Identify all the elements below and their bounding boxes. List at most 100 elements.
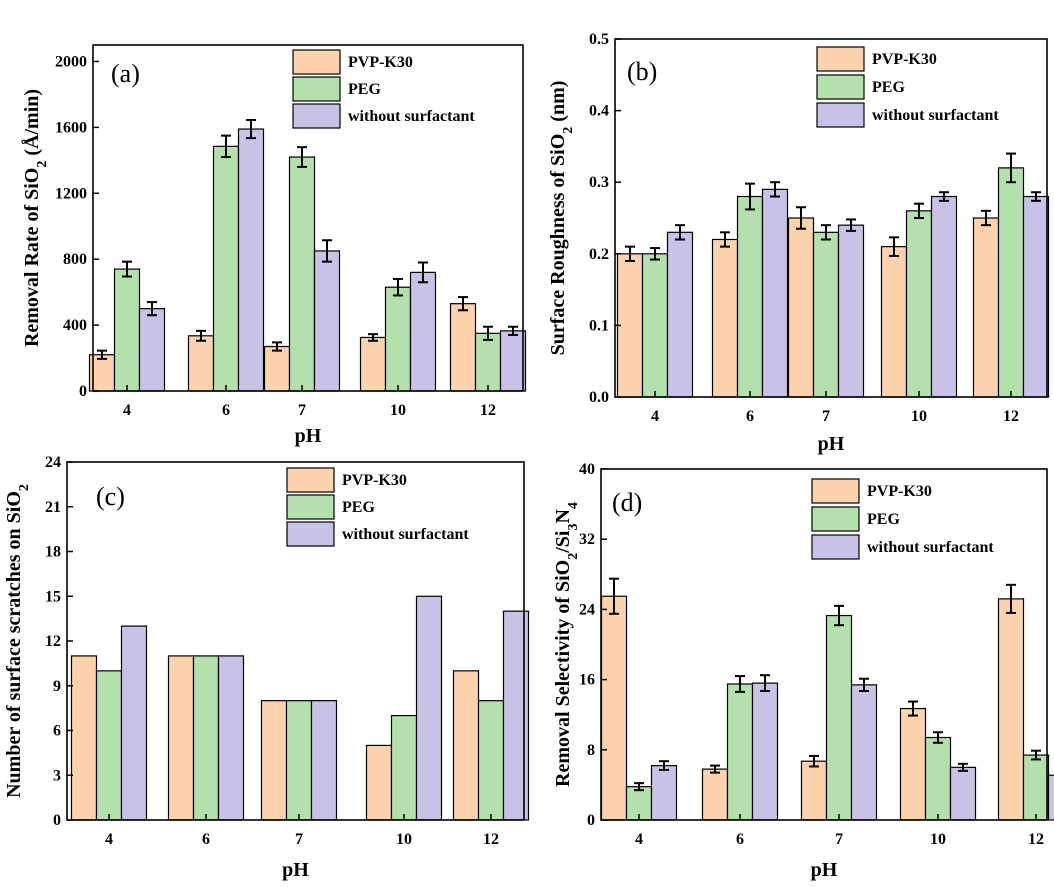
bar [120, 625, 148, 821]
legend: PVP-K30 PEG without surfactant [292, 49, 475, 129]
legend-label: PVP-K30 [872, 51, 937, 68]
panel-label: (b) [627, 57, 657, 86]
bar [237, 128, 265, 392]
bar [70, 655, 98, 821]
bar [359, 336, 387, 392]
bar [313, 250, 341, 392]
y-axis-title-part: N [552, 509, 574, 524]
y-axis-title-subscript: 4 [566, 502, 581, 509]
x-axis-title: pH [295, 425, 322, 447]
y-tick-label: 15 [45, 588, 61, 605]
legend-label: PEG [867, 511, 900, 528]
bar [260, 700, 288, 821]
bar [800, 760, 828, 821]
legend-label: without surfactant [348, 108, 475, 125]
legend-label: PEG [872, 79, 905, 96]
y-tick-label: 12 [45, 633, 61, 650]
bar [997, 167, 1025, 398]
y-tick-label: 1200 [55, 185, 87, 202]
y-tick-label: 0.5 [589, 31, 609, 48]
bar [1022, 754, 1050, 821]
legend-swatch [811, 506, 860, 532]
bar [812, 231, 840, 398]
bar [666, 231, 694, 398]
bar [285, 700, 313, 821]
legend-label: PVP-K30 [342, 472, 407, 489]
bar [365, 744, 393, 821]
bar [726, 683, 754, 821]
y-tick-label: 0.0 [589, 389, 609, 406]
x-tick-label: 12 [480, 402, 496, 419]
y-axis-title-part: (nm) [547, 81, 569, 127]
bar [930, 195, 958, 398]
y-tick-label: 6 [53, 723, 61, 740]
x-tick-label: 7 [298, 402, 306, 419]
y-tick-label: 1600 [55, 119, 87, 136]
y-tick-label: 0.3 [589, 174, 609, 191]
bar [787, 217, 815, 398]
bar [138, 308, 166, 392]
y-axis-title-subscript: 2 [35, 161, 50, 168]
series-without-surfactant [120, 595, 530, 821]
x-tick-label: 10 [930, 831, 946, 848]
bar [761, 188, 789, 398]
legend-swatch [292, 49, 341, 75]
series-peg [95, 655, 505, 821]
y-tick-label: 0.2 [589, 246, 609, 263]
bar [600, 595, 628, 821]
y-tick-label: 2000 [55, 53, 87, 70]
legend-label: without surfactant [872, 107, 999, 124]
y-tick-label: 21 [45, 499, 61, 516]
bar [390, 714, 418, 821]
y-tick-label: 3 [53, 767, 61, 784]
legend-swatch [816, 46, 865, 72]
bar [711, 238, 739, 398]
bar [972, 217, 1000, 398]
y-tick-label: 400 [63, 317, 87, 334]
panel-label: (c) [96, 482, 125, 511]
bar [924, 736, 952, 821]
y-tick-label: 24 [579, 601, 595, 618]
bar [616, 253, 644, 398]
legend-swatch [286, 521, 335, 547]
y-tick-label: 32 [579, 531, 595, 548]
series-peg [113, 134, 502, 392]
y-axis-title-subscript: 2 [17, 484, 32, 491]
plot-frame [92, 44, 524, 392]
y-axis-title-part: /Si [552, 530, 574, 554]
chart-panel-a: 0 400 800 1200 1600 2000 4 6 7 10 12 pH Removal Rate… [20, 44, 527, 447]
bar [499, 330, 527, 392]
y-tick-label: 16 [579, 672, 595, 689]
bar [751, 682, 779, 821]
legend-label: PEG [348, 81, 381, 98]
bar [212, 145, 240, 392]
legend-swatch [292, 76, 341, 102]
bar [1022, 195, 1050, 398]
bar [187, 335, 215, 392]
legend-label: PEG [342, 499, 375, 516]
y-axis-title-subscript: 3 [566, 524, 581, 531]
x-tick-label: 10 [390, 402, 406, 419]
legend-swatch [811, 478, 860, 504]
bar [95, 670, 123, 821]
x-tick-label: 12 [1003, 408, 1019, 425]
bar [736, 195, 764, 398]
y-axis-title-part: Removal Rate of SiO [21, 168, 43, 347]
x-tick-label: 6 [736, 831, 744, 848]
panel-label: (d) [612, 488, 642, 517]
bar [825, 614, 853, 821]
x-tick-label: 4 [651, 408, 659, 425]
y-axis-title-subscript: 2 [566, 553, 581, 560]
bar [288, 156, 316, 392]
legend-swatch [286, 494, 335, 520]
y-axis-title-part: Removal Selectivity of SiO [552, 560, 574, 787]
legend: PVP-K30 PEG without surfactant [286, 467, 469, 547]
bar [192, 655, 220, 821]
legend: PVP-K30 PEG without surfactant [816, 46, 999, 128]
x-tick-label: 12 [1028, 831, 1044, 848]
legend-label: without surfactant [867, 539, 994, 556]
bar [905, 210, 933, 398]
bar [217, 655, 245, 821]
y-tick-label: 24 [45, 454, 61, 471]
